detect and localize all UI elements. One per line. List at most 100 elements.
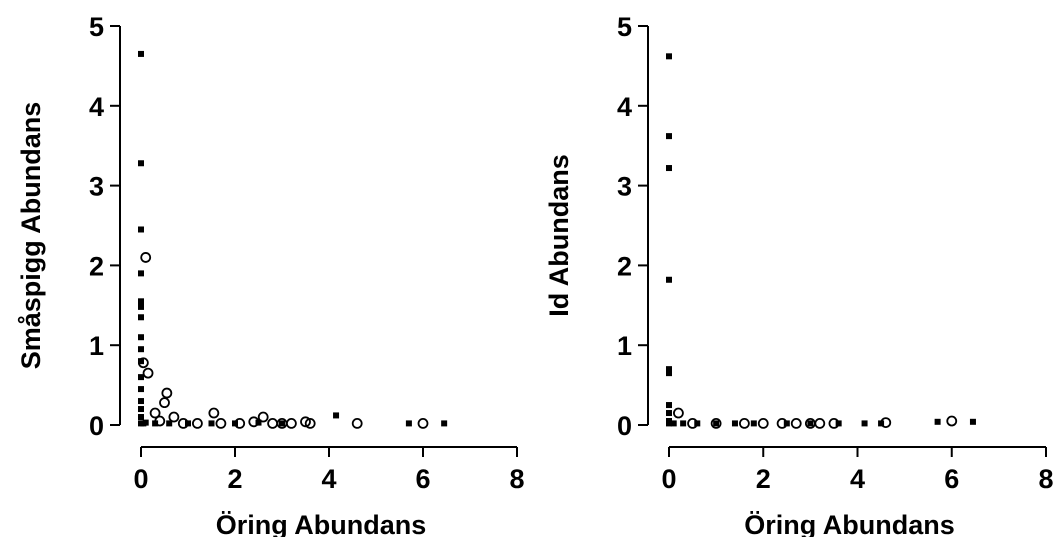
point-filled-square bbox=[750, 420, 757, 427]
y-tick-label: 1 bbox=[617, 331, 632, 361]
point-open-circle bbox=[687, 418, 698, 429]
point-open-circle bbox=[946, 415, 958, 427]
point-filled-square bbox=[713, 420, 720, 427]
point-open-circle bbox=[149, 407, 161, 419]
point-open-circle bbox=[351, 418, 363, 429]
y-tick-label: 5 bbox=[617, 12, 632, 42]
y-tick-label: 3 bbox=[617, 172, 632, 202]
point-filled-square bbox=[279, 420, 285, 427]
point-open-circle bbox=[137, 357, 149, 369]
point-filled-square bbox=[807, 420, 814, 427]
point-filled-square bbox=[969, 418, 976, 425]
point-open-circle bbox=[215, 418, 227, 429]
point-filled-square bbox=[861, 420, 868, 427]
point-filled-square bbox=[666, 133, 672, 140]
point-open-circle bbox=[300, 416, 311, 428]
point-filled-square bbox=[138, 314, 144, 321]
point-open-circle bbox=[159, 397, 170, 409]
point-filled-square bbox=[670, 420, 677, 427]
point-filled-square bbox=[138, 50, 144, 57]
point-filled-square bbox=[138, 226, 144, 233]
x-tick-label: 8 bbox=[1038, 464, 1053, 494]
point-open-circle bbox=[417, 418, 429, 429]
point-open-circle bbox=[234, 418, 246, 429]
point-open-circle bbox=[757, 418, 769, 429]
y-tick-label: 4 bbox=[617, 92, 632, 122]
point-filled-square bbox=[142, 419, 149, 426]
x-axis-label: Öring Abundans bbox=[216, 510, 427, 537]
point-filled-square bbox=[138, 386, 144, 393]
point-filled-square bbox=[138, 414, 144, 421]
y-tick-label: 0 bbox=[89, 411, 104, 441]
point-filled-square bbox=[138, 358, 144, 365]
x-tick-label: 0 bbox=[133, 464, 148, 494]
point-open-circle bbox=[248, 416, 260, 428]
point-filled-square bbox=[666, 165, 672, 172]
y-tick-label: 4 bbox=[89, 92, 104, 122]
point-open-circle bbox=[739, 418, 750, 429]
point-filled-square bbox=[666, 370, 672, 377]
x-tick-label: 6 bbox=[944, 464, 959, 494]
point-open-circle bbox=[154, 415, 166, 427]
y-tick-label: 0 bbox=[617, 411, 632, 441]
point-filled-square bbox=[138, 346, 144, 353]
point-open-circle bbox=[142, 367, 154, 379]
point-filled-square bbox=[138, 406, 144, 413]
point-open-circle bbox=[285, 418, 297, 429]
point-open-circle bbox=[814, 418, 826, 429]
y-tick-label: 3 bbox=[89, 172, 104, 202]
y-tick-label: 1 bbox=[89, 331, 104, 361]
point-open-circle bbox=[673, 407, 684, 419]
panel-id: 0 1 2 3 4 5 0 2 4 6 8 Öring Abundans Id Abundans bbox=[544, 12, 1053, 537]
point-open-circle bbox=[140, 252, 152, 263]
point-filled-square bbox=[405, 420, 412, 427]
point-open-circle bbox=[880, 417, 892, 429]
y-axis-label: Småspigg Abundans bbox=[16, 102, 46, 370]
point-filled-square bbox=[666, 420, 672, 427]
point-filled-square bbox=[138, 298, 144, 305]
point-open-circle bbox=[168, 411, 180, 423]
point-open-circle bbox=[828, 418, 840, 429]
point-open-circle bbox=[304, 418, 316, 429]
point-open-circle bbox=[161, 387, 173, 399]
point-filled-square bbox=[680, 420, 687, 427]
point-filled-square bbox=[333, 412, 340, 419]
point-filled-square bbox=[138, 160, 144, 167]
x-tick-label: 0 bbox=[661, 464, 676, 494]
point-filled-square bbox=[666, 366, 672, 373]
x-tick-label: 2 bbox=[227, 464, 242, 494]
y-tick-label: 5 bbox=[89, 12, 104, 42]
point-filled-square bbox=[934, 418, 941, 425]
point-open-circle bbox=[267, 418, 279, 429]
point-open-circle bbox=[191, 418, 203, 429]
x-tick-label: 2 bbox=[756, 464, 771, 494]
point-open-circle bbox=[710, 418, 722, 429]
y-tick-label: 2 bbox=[89, 251, 104, 281]
x-tick-label: 4 bbox=[850, 464, 865, 494]
point-open-circle bbox=[177, 418, 189, 429]
point-open-circle bbox=[790, 418, 802, 429]
point-open-circle bbox=[208, 407, 220, 419]
point-filled-square bbox=[666, 410, 672, 417]
point-filled-square bbox=[138, 398, 144, 405]
point-filled-square bbox=[138, 334, 144, 341]
y-axis-label: Id Abundans bbox=[544, 154, 574, 317]
x-tick-label: 8 bbox=[509, 464, 524, 494]
point-filled-square bbox=[666, 53, 672, 60]
point-filled-square bbox=[138, 270, 144, 277]
point-filled-square bbox=[441, 420, 448, 427]
point-open-circle bbox=[776, 418, 788, 429]
point-open-circle bbox=[257, 411, 269, 423]
panel-smaspigg: 0 1 2 3 4 5 0 2 4 6 8 Öring Abundans Småspigg Abunda… bbox=[16, 12, 525, 537]
point-filled-square bbox=[138, 374, 144, 381]
point-filled-square bbox=[166, 420, 173, 427]
point-filled-square bbox=[666, 276, 672, 283]
point-filled-square bbox=[208, 420, 215, 427]
point-filled-square bbox=[138, 303, 144, 310]
x-tick-label: 6 bbox=[415, 464, 430, 494]
x-axis-label: Öring Abundans bbox=[744, 510, 955, 537]
y-tick-label: 2 bbox=[617, 251, 632, 281]
x-tick-label: 4 bbox=[321, 464, 336, 494]
point-filled-square bbox=[666, 402, 672, 409]
